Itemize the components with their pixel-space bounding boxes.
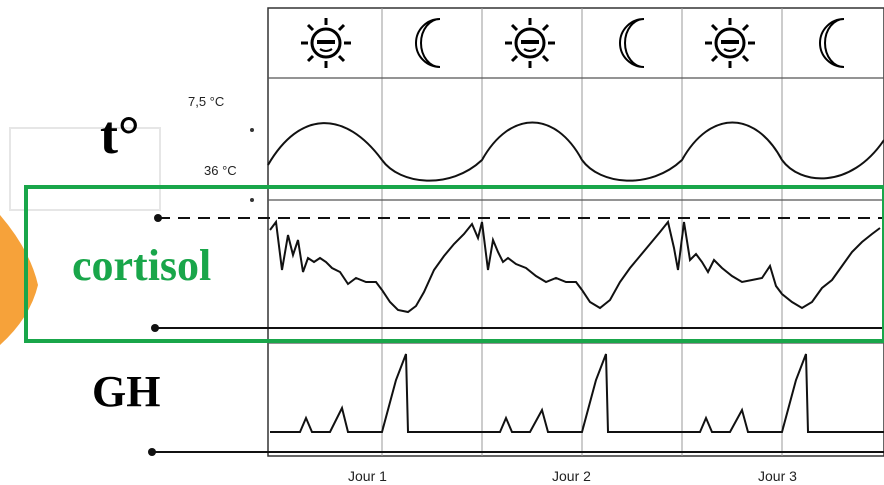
moon-icon xyxy=(619,18,645,68)
chart-frame xyxy=(267,7,884,457)
temp-dot-high xyxy=(250,128,254,132)
gh-curve xyxy=(270,353,884,433)
temperature-curve xyxy=(267,121,884,182)
temp-tick-high: 7,5 °C xyxy=(188,94,225,109)
temperature-label: t° xyxy=(100,105,140,165)
day-label-2: Jour 2 xyxy=(552,468,591,484)
cortisol-label: cortisol xyxy=(72,241,212,290)
sun-icon xyxy=(705,18,755,68)
temp-dot-low xyxy=(250,198,254,202)
day-label-1: Jour 1 xyxy=(348,468,387,484)
gh-dot xyxy=(148,448,156,456)
gh-label: GH xyxy=(92,367,161,416)
cortisol-curve xyxy=(269,219,881,314)
row-separators xyxy=(268,77,884,344)
moon-icon xyxy=(415,18,441,68)
label-card xyxy=(9,127,161,211)
day-label-3: Jour 3 xyxy=(758,468,797,484)
moon-icon xyxy=(819,18,845,68)
cortisol-dot-bottom xyxy=(151,324,159,332)
vertical-grid xyxy=(381,8,783,456)
sun-icon xyxy=(301,18,351,68)
cortisol-highlight-box xyxy=(24,185,884,343)
temp-tick-low: 36 °C xyxy=(204,163,237,178)
cortisol-dot-top xyxy=(154,214,162,222)
sun-icon xyxy=(505,18,555,68)
orange-accent-shape xyxy=(0,215,38,345)
